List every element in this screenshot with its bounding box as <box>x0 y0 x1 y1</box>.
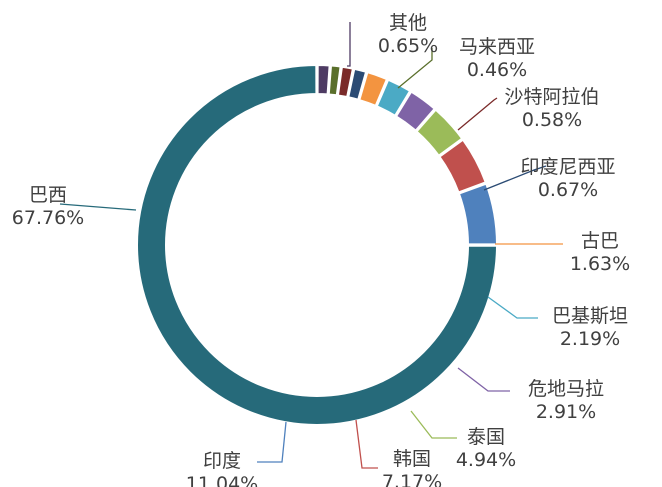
slice-label-5: 印度尼西亚 <box>520 156 615 178</box>
slice-label-6: 古巴 <box>581 230 619 252</box>
slice-label-3: 马来西亚 <box>459 36 535 58</box>
slice-1 <box>136 63 499 426</box>
slice-label-9: 泰国 <box>467 426 505 448</box>
slice-11 <box>457 182 499 246</box>
slice-6 <box>358 70 389 108</box>
slice-value-label-1: 67.76% <box>12 207 84 229</box>
slice-label-2: 其他 <box>389 12 427 34</box>
slice-value-label-6: 1.63% <box>570 253 630 275</box>
leader-line-10 <box>355 419 378 469</box>
slice-label-11: 印度 <box>203 450 241 472</box>
slice-9 <box>415 108 464 158</box>
slice-3 <box>327 64 342 97</box>
slice-10 <box>438 138 488 194</box>
slice-value-label-9: 4.94% <box>456 449 516 471</box>
leader-line-3 <box>397 48 433 89</box>
slice-label-7: 巴基斯坦 <box>552 305 628 327</box>
slice-label-4: 沙特阿拉伯 <box>504 86 599 108</box>
slice-7 <box>375 78 412 118</box>
slice-value-label-11: 11.04% <box>186 473 258 487</box>
leader-line-5 <box>483 165 547 191</box>
leader-line-9 <box>410 410 457 439</box>
leader-line-2 <box>347 22 351 67</box>
slice-5 <box>347 67 368 101</box>
leader-line-1 <box>59 203 137 211</box>
slice-4 <box>336 65 355 99</box>
slice-value-label-10: 7.17% <box>382 471 442 487</box>
slice-8 <box>394 90 437 133</box>
slice-value-label-2: 0.65% <box>378 35 438 57</box>
leader-line-7 <box>487 296 538 319</box>
slice-value-label-5: 0.67% <box>538 179 598 201</box>
leader-line-8 <box>457 367 510 392</box>
leader-line-11 <box>257 421 287 463</box>
slice-value-label-3: 0.46% <box>467 59 527 81</box>
slice-label-8: 危地马拉 <box>528 378 604 400</box>
slice-value-label-7: 2.19% <box>560 328 620 350</box>
leader-line-4 <box>457 97 498 131</box>
slice-2 <box>316 63 331 96</box>
slice-value-label-4: 0.58% <box>522 109 582 131</box>
slice-label-1: 巴西 <box>29 184 67 206</box>
slice-value-label-8: 2.91% <box>536 401 596 423</box>
chart-leader-lines <box>59 22 563 469</box>
slice-label-10: 韩国 <box>393 448 431 470</box>
chart-slices <box>136 63 499 426</box>
